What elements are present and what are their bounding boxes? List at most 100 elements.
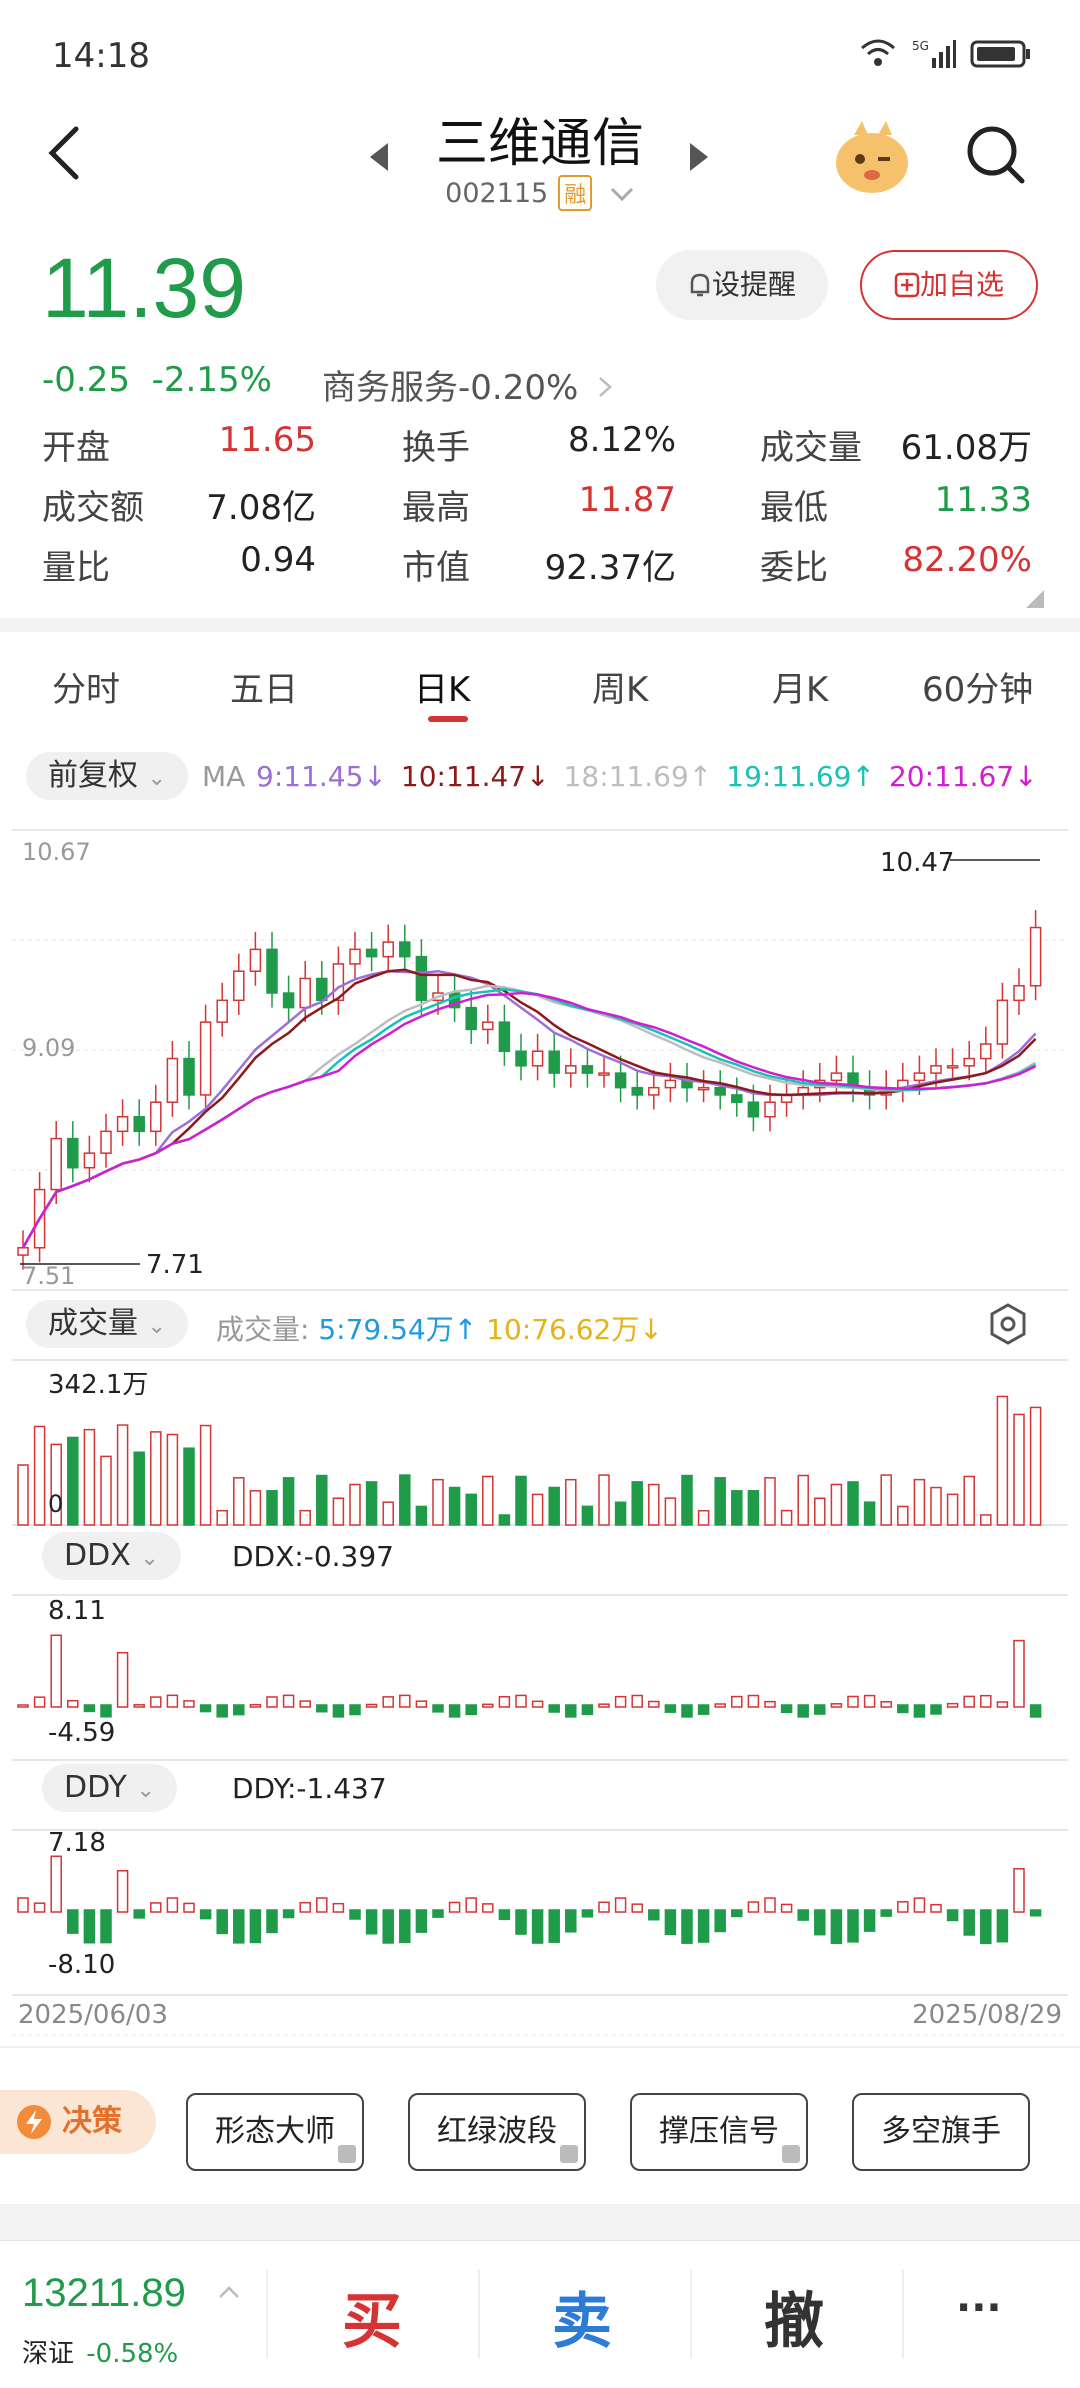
tool-button[interactable]: 撑压信号 bbox=[630, 2093, 808, 2171]
stat-label: 市值 bbox=[402, 548, 470, 588]
volume-bar bbox=[614, 1501, 627, 1526]
tab-3[interactable]: 周K bbox=[592, 670, 649, 710]
ddy-bar bbox=[531, 1909, 544, 1944]
sector-link[interactable]: 商务服务-0.20% bbox=[322, 360, 613, 409]
volume-bar bbox=[780, 1509, 793, 1526]
volume-bar bbox=[731, 1490, 743, 1526]
prev-stock-icon[interactable] bbox=[366, 141, 392, 173]
ddx-bar bbox=[548, 1704, 560, 1713]
tool-button[interactable]: 形态大师 bbox=[186, 2093, 364, 2171]
set-alert-label: 设提醒 bbox=[711, 268, 796, 301]
volume-bar bbox=[764, 1477, 776, 1526]
ddx-bar bbox=[946, 1702, 959, 1708]
candle-body bbox=[664, 1079, 677, 1089]
candle-body bbox=[249, 948, 262, 972]
candle-body bbox=[365, 948, 378, 958]
decision-button[interactable]: 决策 bbox=[0, 2090, 156, 2154]
tab-4[interactable]: 月K bbox=[772, 670, 829, 710]
volume-bar bbox=[681, 1474, 693, 1526]
ddx-bar bbox=[863, 1694, 876, 1708]
volume-bar bbox=[166, 1433, 179, 1526]
tab-5[interactable]: 60分钟 bbox=[922, 670, 1034, 710]
sell-button[interactable]: 卖 bbox=[552, 2287, 612, 2357]
more-button[interactable]: ··· bbox=[956, 2285, 1002, 2331]
stat-value: 11.65 bbox=[218, 420, 316, 460]
margin-tag: 融 bbox=[558, 175, 593, 211]
volume-bar bbox=[1029, 1406, 1042, 1526]
volume-bar bbox=[664, 1497, 677, 1526]
buy-button[interactable]: 买 bbox=[342, 2287, 402, 2357]
stock-code-row: 002115 融 bbox=[0, 175, 1080, 211]
ddx-bar bbox=[996, 1701, 1009, 1708]
candle-body bbox=[67, 1137, 79, 1169]
ddy-bar bbox=[747, 1901, 760, 1913]
set-alert-button[interactable]: 设提醒 bbox=[656, 250, 828, 320]
ddx-bar bbox=[980, 1694, 992, 1708]
chevron-down-icon[interactable] bbox=[609, 186, 635, 202]
change-value: -0.25 bbox=[42, 360, 130, 400]
ddx-bar bbox=[133, 1704, 145, 1708]
battery-icon bbox=[970, 40, 1030, 68]
ma-line bbox=[21, 987, 1037, 1249]
tab-1[interactable]: 五日 bbox=[230, 670, 298, 710]
ddy-bar bbox=[399, 1909, 411, 1944]
search-icon[interactable] bbox=[964, 123, 1026, 185]
stat-value: 8.12% bbox=[567, 420, 676, 460]
mascot-icon[interactable] bbox=[832, 119, 912, 195]
ddy-bar bbox=[482, 1903, 494, 1913]
volume-selector[interactable]: 成交量 ⌄ bbox=[26, 1300, 188, 1348]
ddx-bar bbox=[731, 1695, 743, 1708]
wifi-icon bbox=[861, 39, 895, 66]
bell-icon bbox=[690, 273, 710, 297]
chevron-right-icon bbox=[599, 377, 612, 397]
next-stock-icon[interactable] bbox=[686, 141, 712, 173]
tool-button[interactable]: 多空旗手 bbox=[852, 2093, 1030, 2171]
ddy-bar bbox=[598, 1901, 610, 1913]
tab-0[interactable]: 分时 bbox=[52, 670, 120, 710]
candle-body bbox=[996, 999, 1009, 1045]
volume-bar bbox=[183, 1447, 195, 1526]
tab-2[interactable]: 日K bbox=[414, 670, 471, 710]
ma-item: 18:11.69↑ bbox=[563, 760, 713, 793]
ma-line bbox=[21, 991, 1037, 1249]
ddy-bar bbox=[17, 1897, 29, 1913]
ddy-bar bbox=[1013, 1868, 1025, 1913]
volume-bar bbox=[531, 1493, 544, 1526]
index-value[interactable]: 13211.89 bbox=[22, 2271, 186, 2315]
add-watchlist-button[interactable]: 加自选 bbox=[860, 250, 1038, 320]
ma-line bbox=[21, 969, 1037, 1249]
candle-body bbox=[648, 1086, 660, 1096]
volume-label: 成交量: bbox=[216, 1313, 310, 1346]
volume-bar bbox=[863, 1501, 876, 1526]
ddy-bar bbox=[382, 1909, 394, 1944]
stock-header: 三维通信 002115 融 bbox=[0, 95, 1080, 225]
expand-corner-icon[interactable] bbox=[1026, 590, 1044, 608]
ddx-selector[interactable]: DDX ⌄ bbox=[42, 1532, 181, 1580]
back-icon[interactable] bbox=[44, 125, 84, 181]
candle-body bbox=[116, 1116, 129, 1133]
kline-chart-area[interactable] bbox=[0, 820, 1080, 2050]
ddy-bar bbox=[880, 1909, 892, 1917]
ddy-bar bbox=[548, 1909, 560, 1943]
volume-bar bbox=[648, 1483, 660, 1526]
ddy-bar bbox=[946, 1909, 959, 1922]
candle-body bbox=[980, 1043, 992, 1060]
volume-bar bbox=[814, 1497, 826, 1526]
chevron-up-icon[interactable] bbox=[218, 2285, 240, 2299]
candle-body bbox=[133, 1116, 145, 1133]
volume-bar bbox=[980, 1514, 992, 1526]
ddx-bar bbox=[83, 1704, 96, 1713]
cancel-order-button[interactable]: 撤 bbox=[764, 2287, 824, 2357]
ddy-selector[interactable]: DDY ⌄ bbox=[42, 1764, 177, 1812]
ddx-bar bbox=[814, 1704, 826, 1715]
ddy-bar bbox=[697, 1909, 710, 1943]
candle-body bbox=[316, 977, 328, 1002]
candle-body bbox=[747, 1101, 760, 1118]
adjust-selector[interactable]: 前复权 ⌄ bbox=[26, 752, 188, 800]
tool-button[interactable]: 红绿波段 bbox=[408, 2093, 586, 2171]
ddy-bar bbox=[631, 1903, 643, 1913]
ddy-bar bbox=[498, 1909, 511, 1921]
settings-hex-icon[interactable] bbox=[988, 1302, 1028, 1346]
candle-body bbox=[531, 1050, 544, 1067]
candle-body bbox=[166, 1057, 179, 1103]
